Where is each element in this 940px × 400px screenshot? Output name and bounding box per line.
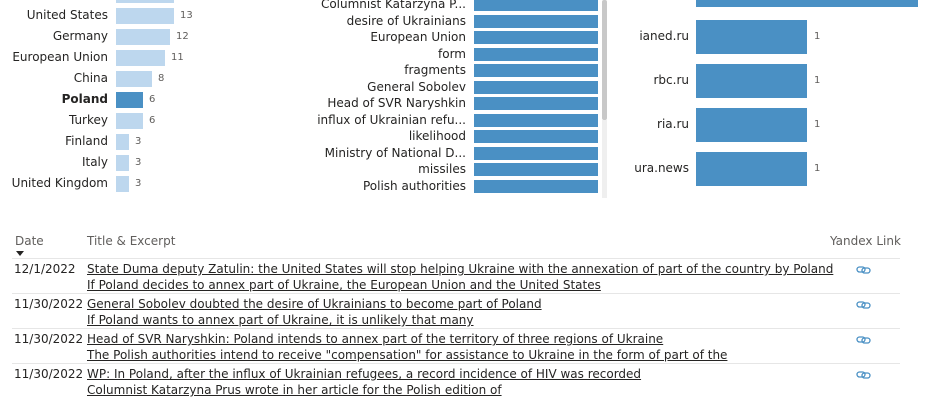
table-row: 11/30/2022 General Sobolev doubted the de… xyxy=(12,293,900,327)
country-bar[interactable] xyxy=(116,113,143,129)
country-label[interactable]: European Union xyxy=(12,50,108,64)
country-bar[interactable] xyxy=(116,176,129,192)
topic-bar[interactable] xyxy=(474,47,598,61)
topic-label[interactable]: Ministry of National D... xyxy=(324,145,466,160)
country-bar[interactable] xyxy=(116,134,129,150)
country-bar[interactable] xyxy=(116,92,143,108)
articles-table: Date Title & Excerpt Yandex Link 12/1/20… xyxy=(0,228,940,400)
topics-scrollbar[interactable] xyxy=(602,0,607,120)
country-label[interactable]: Germany xyxy=(52,29,108,43)
topic-bar[interactable] xyxy=(474,130,598,143)
topic-bar[interactable] xyxy=(474,14,598,28)
country-value: 8 xyxy=(158,73,165,84)
row-excerpt-link[interactable]: The Polish authorities intend to receive… xyxy=(87,348,728,362)
country-value: 12 xyxy=(176,31,189,42)
country-label[interactable]: Italy xyxy=(81,155,108,169)
row-excerpt-link[interactable]: If Poland wants to annex part of Ukraine… xyxy=(87,313,474,327)
source-label[interactable]: rbc.ru xyxy=(653,73,689,87)
table-row: 11/30/2022 Head of SVR Naryshkin: Poland … xyxy=(12,328,900,362)
topic-label[interactable]: Polish authorities xyxy=(362,178,466,193)
topic-label[interactable]: desire of Ukrainians xyxy=(346,13,466,28)
topic-label[interactable]: Columnist Katarzyna P... xyxy=(320,0,466,11)
topic-bar[interactable] xyxy=(474,113,598,127)
sources-chart: ianed.ru 1 rbc.ru 1 ria.ru 1 ura.news 1 xyxy=(620,0,940,200)
topics-scroll-track[interactable] xyxy=(602,120,607,198)
row-excerpt-link[interactable]: Columnist Katarzyna Prus wrote in her ar… xyxy=(87,383,502,397)
topic-bar[interactable] xyxy=(474,80,598,94)
source-bar[interactable] xyxy=(696,64,807,98)
topic-label[interactable]: missiles xyxy=(418,162,466,176)
topic-label[interactable]: Head of SVR Naryshkin xyxy=(327,96,466,110)
topic-label[interactable]: European Union xyxy=(370,30,466,44)
source-value: 1 xyxy=(814,163,821,174)
country-label[interactable]: Turkey xyxy=(68,113,108,127)
column-header-date[interactable]: Date xyxy=(15,234,44,248)
country-bar[interactable] xyxy=(116,50,165,66)
row-title-link[interactable]: WP: In Poland, after the influx of Ukrai… xyxy=(87,367,642,381)
topic-label[interactable]: form xyxy=(438,46,466,61)
country-label[interactable]: Finland xyxy=(65,134,108,148)
source-bar[interactable] xyxy=(696,152,807,186)
topic-label[interactable]: influx of Ukrainian refu... xyxy=(317,112,466,127)
column-header-link[interactable]: Yandex Link xyxy=(830,234,901,248)
country-value: 11 xyxy=(171,52,184,63)
source-bar[interactable] xyxy=(696,108,807,142)
country-value: 13 xyxy=(180,10,193,21)
yandex-link-icon[interactable] xyxy=(856,366,872,379)
country-label[interactable]: United Kingdom xyxy=(11,176,108,190)
source-value: 1 xyxy=(814,119,821,130)
topic-bar[interactable] xyxy=(474,179,598,193)
source-label[interactable]: ura.news xyxy=(634,161,689,175)
source-label[interactable]: ria.ru xyxy=(657,117,689,131)
table-row: 11/30/2022 WP: In Poland, after the influ… xyxy=(12,363,900,397)
source-bar-top-partial xyxy=(696,0,918,7)
country-chart: United States 13 Germany 12 European Union 11… xyxy=(0,0,200,200)
row-title-link[interactable]: General Sobolev doubted the desire of Uk… xyxy=(87,297,542,311)
topic-bar[interactable] xyxy=(474,97,598,110)
country-value: 3 xyxy=(135,178,142,189)
country-label[interactable]: China xyxy=(73,71,108,85)
country-value: 6 xyxy=(149,115,156,126)
row-date: 11/30/2022 xyxy=(14,332,84,346)
source-bar[interactable] xyxy=(696,20,807,54)
country-bar-top-partial xyxy=(116,0,174,3)
country-value: 3 xyxy=(135,157,142,168)
topic-label[interactable]: General Sobolev xyxy=(367,79,466,94)
source-value: 1 xyxy=(814,75,821,86)
topic-bar[interactable] xyxy=(474,146,598,160)
row-date: 11/30/2022 xyxy=(14,297,84,311)
row-excerpt-link[interactable]: If Poland decides to annex part of Ukrai… xyxy=(87,278,601,292)
yandex-link-icon[interactable] xyxy=(856,331,872,344)
sort-desc-icon[interactable] xyxy=(16,251,24,256)
topics-chart: Columnist Katarzyna P... desire of Ukrain… xyxy=(300,0,620,200)
source-label[interactable]: ianed.ru xyxy=(639,29,689,43)
country-label[interactable]: Poland xyxy=(61,92,108,106)
row-date: 12/1/2022 xyxy=(14,262,76,276)
topic-label[interactable]: likelihood xyxy=(408,129,466,143)
country-bar[interactable] xyxy=(116,8,174,24)
country-value: 6 xyxy=(149,94,156,105)
country-value: 3 xyxy=(135,136,142,147)
topic-bar[interactable] xyxy=(474,163,598,176)
yandex-link-icon[interactable] xyxy=(856,261,872,274)
yandex-link-icon[interactable] xyxy=(856,296,872,309)
country-bar[interactable] xyxy=(116,71,152,87)
country-label[interactable]: United States xyxy=(26,8,108,22)
topic-bar[interactable] xyxy=(474,64,598,77)
row-date: 11/30/2022 xyxy=(14,367,84,381)
table-row: 12/1/2022 State Duma deputy Zatulin: the … xyxy=(12,258,900,292)
topic-label[interactable]: fragments xyxy=(404,63,466,77)
column-header-title[interactable]: Title & Excerpt xyxy=(87,234,176,248)
source-value: 1 xyxy=(814,31,821,42)
country-bar[interactable] xyxy=(116,155,129,171)
topic-bar[interactable] xyxy=(474,31,598,44)
country-bar[interactable] xyxy=(116,29,170,45)
row-title-link[interactable]: Head of SVR Naryshkin: Poland intends to… xyxy=(87,332,664,346)
topic-bar[interactable] xyxy=(474,0,598,11)
row-title-link[interactable]: State Duma deputy Zatulin: the United St… xyxy=(87,262,834,276)
